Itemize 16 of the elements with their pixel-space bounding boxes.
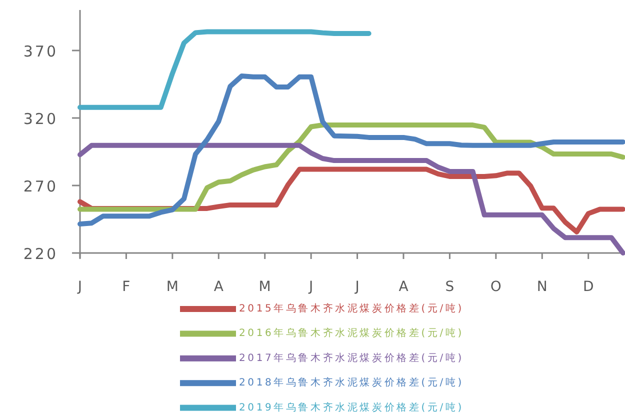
y-tick-label: 320 (23, 110, 58, 128)
y-tick-label: 370 (23, 42, 58, 60)
x-tick-label: J (308, 279, 314, 295)
x-tick-label: D (582, 279, 594, 295)
y-tick-label: 270 (23, 178, 58, 196)
x-tick-label: M (258, 279, 271, 295)
x-tick-label: A (398, 279, 409, 295)
x-tick-label: N (536, 279, 548, 295)
x-tick-label: S (445, 279, 454, 295)
x-tick-label: A (214, 279, 224, 295)
x-tick-label: J (76, 279, 82, 295)
x-tick-label: F (122, 279, 130, 295)
x-tick-label: M (166, 279, 178, 295)
x-tick-label: J (354, 279, 360, 295)
y-tick-label: 220 (23, 245, 58, 263)
x-tick-label: O (490, 279, 502, 295)
